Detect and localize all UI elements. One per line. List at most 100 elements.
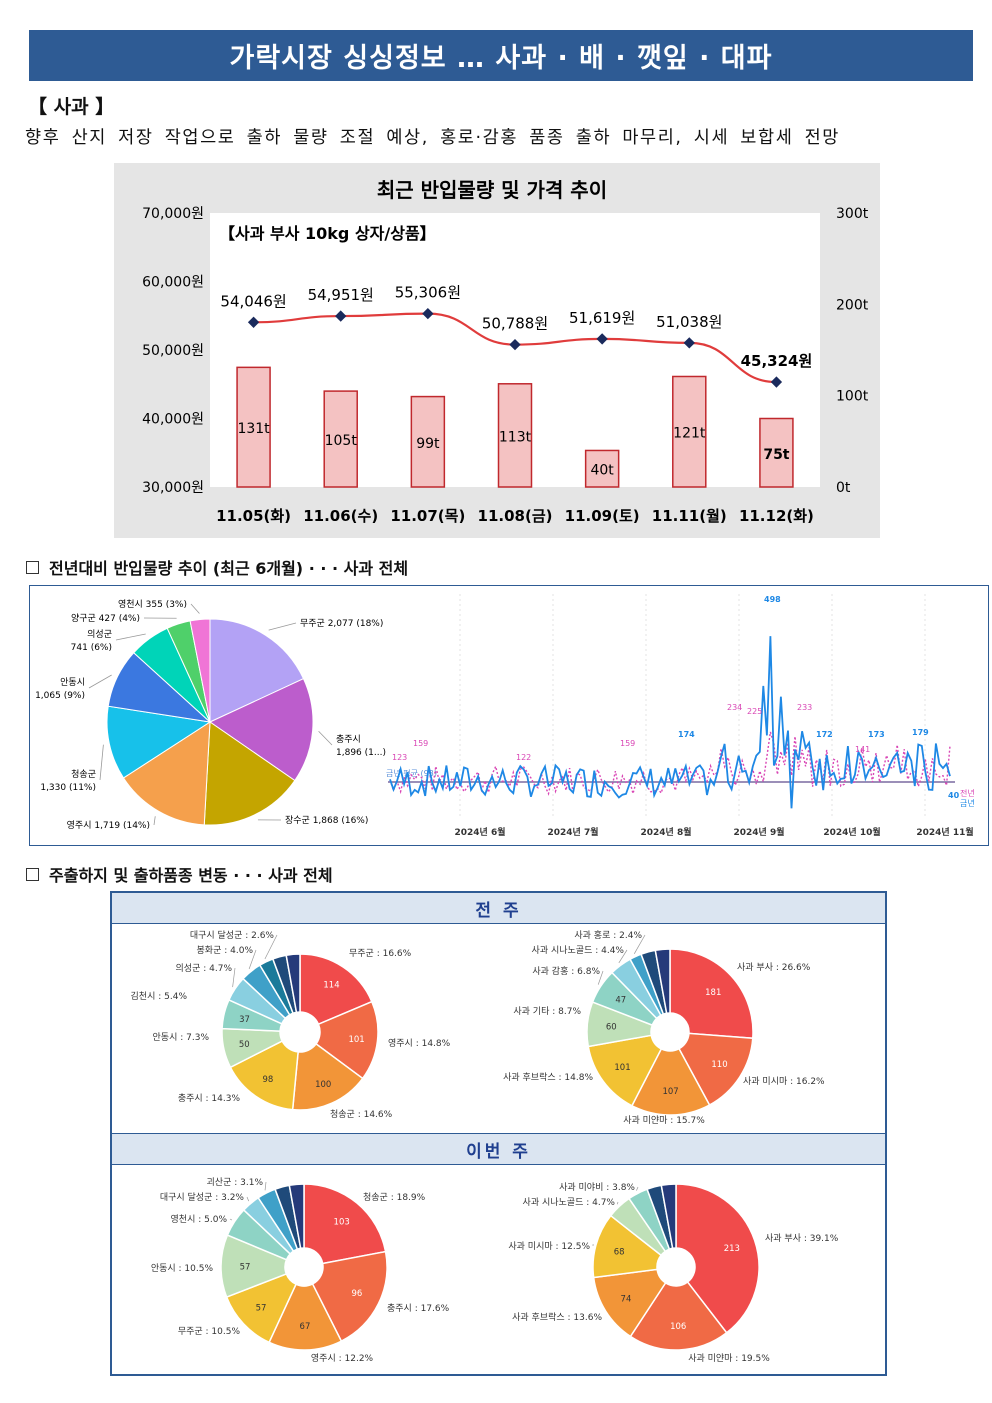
leader-line <box>190 603 200 614</box>
prev-year-annotation: 122 <box>516 753 531 762</box>
donut-category-label: 영주시 : 14.8% <box>388 1038 451 1049</box>
leader-line <box>618 949 628 964</box>
curr-year-annotation: 174 <box>678 730 695 739</box>
volume-label: 113t <box>499 429 532 445</box>
x-tick-label: 2024년 6월 <box>454 826 505 838</box>
donut-category-label: 의성군 : 4.7% <box>176 963 233 974</box>
origin-pie-slice <box>106 705 212 779</box>
donut-value-label: 106 <box>670 1322 686 1332</box>
donut-value-label: 100 <box>315 1080 331 1090</box>
origin-pie-label: 741 (6%) <box>71 643 112 653</box>
leader-line <box>99 744 104 781</box>
donut-category-label: 무주군 : 16.6% <box>349 948 412 959</box>
donut-category-label: 사과 시나노골드 : 4.4% <box>532 945 625 956</box>
donut-slice <box>311 1250 388 1343</box>
donut-slice <box>229 1040 299 1111</box>
donut-category-label: 영천시 : 5.0% <box>171 1214 228 1225</box>
page-banner: 가락시장 싱싱정보 … 사과 · 배 · 깻잎 · 대파 <box>29 30 973 81</box>
weekly-donut: 181 사과 부사 : 26.6% 110 사과 미시마 : 16.2% 107 사과 미… <box>503 929 825 1126</box>
volume-bar <box>759 417 794 488</box>
origin-pie-label: 충주시 <box>336 734 361 745</box>
category-label: 11.07(목) <box>390 507 465 525</box>
x-tick-label: 2024년 10월 <box>823 826 880 838</box>
right-tick-label: 200t <box>836 297 869 313</box>
donut-value-label: 67 <box>300 1322 311 1332</box>
volume-bars: 131t 105t 99t 113t 40t 121t 75t <box>236 366 794 488</box>
donut-slice <box>268 1282 343 1351</box>
donut-category-label: 사과 후브락스 : 14.8% <box>503 1071 593 1083</box>
weekly-donut: 213 사과 부사 : 39.1% 106 사과 미얀마 : 19.5% 74 사과 후브… <box>508 1182 838 1364</box>
price-marker <box>247 316 260 328</box>
price-volume-svg: 최근 반입물량 및 가격 추이 【사과 부사 10kg 상자/상품】 70,00… <box>142 178 869 525</box>
origin-pie-label: 영주시 1,719 (14%) <box>67 820 150 831</box>
prev-year-annotation: 123 <box>392 753 407 762</box>
checkbox-icon <box>26 560 39 574</box>
donut-category-label: 사과 홍로 : 2.4% <box>574 929 642 941</box>
leader-line <box>268 622 297 631</box>
donut-slice <box>675 1183 760 1334</box>
right-axis: 300t 200t 100t 0t <box>836 206 869 496</box>
donut-category-label: 김천시 : 5.4% <box>131 990 188 1002</box>
donut-category-label: 대구시 달성군 : 2.6% <box>190 929 275 941</box>
left-axis: 70,000원 60,000원 50,000원 40,000원 30,000원 <box>142 206 204 496</box>
donut-category-label: 안동시 : 10.5% <box>151 1263 214 1274</box>
curr-year-line <box>389 636 951 809</box>
leader-line <box>153 816 156 826</box>
donut-category-label: 사과 미시마 : 12.5% <box>508 1241 590 1252</box>
volume-label: 121t <box>673 426 706 442</box>
weekly-donut: 103 청송군 : 18.9% 96 충주시 : 17.6% 67 영주시 : 12.2%… <box>151 1177 450 1364</box>
chart1-inner-label: 【사과 부사 10kg 상자/상품】 <box>219 224 436 243</box>
donut-value-label: 98 <box>263 1075 274 1085</box>
category-label: 11.06(수) <box>303 507 378 525</box>
donut-value-label: 181 <box>705 988 721 998</box>
donut-slice <box>592 1268 667 1338</box>
leader-line <box>264 1181 267 1191</box>
donut-slice <box>291 1042 364 1111</box>
donut-category-label: 청송군 : 18.9% <box>363 1192 426 1203</box>
legend-curr: 금년 <box>960 798 975 808</box>
volume-bar <box>672 375 707 488</box>
donut-slice <box>288 1183 305 1250</box>
origin-pie-label: 1,896 (1...) <box>336 748 386 758</box>
category-label: 11.11(월) <box>652 507 727 525</box>
origin-pie-slice <box>189 618 211 723</box>
donut-category-label: 사과 미얀마 : 15.7% <box>623 1114 705 1126</box>
donut-category-label: 사과 시나노골드 : 4.7% <box>523 1197 616 1208</box>
origin-pie-label: 1,330 (11%) <box>40 783 96 793</box>
donut-category-label: 괴산군 : 3.1% <box>207 1177 264 1188</box>
checkbox-icon <box>26 867 39 881</box>
origin-pie-label: 장수군 1,868 (16%) <box>285 815 368 826</box>
right-tick-label: 100t <box>836 389 869 405</box>
yoy-frame: 무주군 2,077 (18%) 충주시 1,896 (1...) 장수군 1,868 … <box>29 585 989 846</box>
donut-slice <box>587 1034 663 1107</box>
donut-value-label: 96 <box>351 1289 362 1299</box>
leader-line <box>318 730 333 746</box>
category-label: 11.05(화) <box>216 507 291 525</box>
curr-year-annotation: 173 <box>868 730 885 739</box>
left-tick-label: 40,000원 <box>142 412 204 428</box>
sub-title-origin-text: 주출하지 및 출하품종 변동 · · · 사과 전체 <box>49 866 333 885</box>
leader-line <box>248 949 257 970</box>
leader-line <box>246 1196 250 1202</box>
donut-value-label: 68 <box>614 1247 625 1257</box>
price-marker <box>683 337 695 349</box>
band-prev-week: 전 주 <box>112 893 885 924</box>
donut-value-label: 114 <box>323 980 339 990</box>
volume-bar <box>323 390 358 488</box>
price-label: 51,619원 <box>569 309 635 327</box>
donut-slice <box>303 1183 387 1265</box>
price-label: 54,046원 <box>220 292 286 310</box>
donut-category-label: 사과 미얀마 : 19.5% <box>688 1352 770 1364</box>
donut-category-label: 사과 미야비 : 3.8% <box>559 1182 635 1193</box>
left-tick-label: 50,000원 <box>142 343 204 359</box>
sub-title-yoy: 전년대비 반입물량 추이 (최근 6개월) · · · 사과 전체 <box>26 555 408 579</box>
donut-category-label: 충주시 : 17.6% <box>387 1303 450 1314</box>
left-tick-label: 70,000원 <box>142 206 204 222</box>
leader-line <box>115 633 146 641</box>
price-label: 45,324원 <box>741 352 813 370</box>
prev-year-annotation: 225 <box>747 707 762 716</box>
donut-category-label: 사과 부사 : 26.6% <box>737 962 811 973</box>
legend-prev: 전년 <box>960 788 975 798</box>
donut-slice <box>315 1000 379 1080</box>
origin-pie-slice <box>208 678 314 782</box>
